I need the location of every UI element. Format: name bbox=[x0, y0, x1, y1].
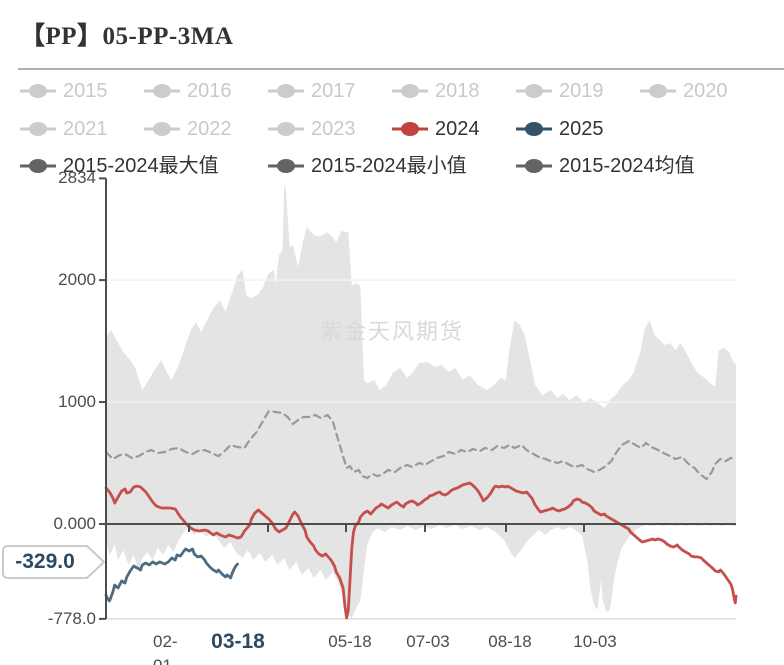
legend-item-label: 2015-2024最小值 bbox=[311, 155, 467, 177]
legend-line-dot-icon bbox=[516, 84, 552, 98]
legend-item-2018[interactable]: 2018 bbox=[392, 79, 516, 103]
legend-item-2022[interactable]: 2022 bbox=[144, 117, 268, 141]
x-axis-label-10-03: 10-03 bbox=[573, 632, 617, 651]
series-2025-line bbox=[104, 547, 239, 603]
legend-item-2017[interactable]: 2017 bbox=[268, 79, 392, 103]
legend-item-2015[interactable]: 2015 bbox=[20, 79, 144, 103]
legend-item-2023[interactable]: 2023 bbox=[268, 117, 392, 141]
legend-item-label: 2020 bbox=[683, 80, 728, 102]
y-axis-label: 0.000 bbox=[53, 514, 96, 533]
legend-item-2024[interactable]: 2024 bbox=[392, 117, 516, 141]
legend-item-2025[interactable]: 2025 bbox=[516, 117, 640, 141]
badge-pointer-shape bbox=[2, 545, 105, 579]
legend-item-label: 2019 bbox=[559, 80, 604, 102]
x-axis-label-03-18: 03-18 bbox=[211, 630, 265, 653]
series-end-value-badge: -329.0 bbox=[15, 550, 75, 573]
legend-item-label: 2023 bbox=[311, 118, 356, 140]
x-axis-label-02-01: 02-01 bbox=[153, 632, 178, 665]
legend-line-dot-icon bbox=[20, 159, 56, 173]
legend-item-label: 2018 bbox=[435, 80, 480, 102]
y-axis-label: 2000 bbox=[58, 270, 96, 290]
page-title: 【PP】05-PP-3MA bbox=[20, 23, 234, 50]
legend-row-1: 2015 2016 2017 2018 2019 2020 bbox=[20, 78, 764, 104]
title-separator bbox=[18, 68, 784, 70]
legend-item-2020[interactable]: 2020 bbox=[640, 79, 764, 103]
legend-item-2015-2024均值[interactable]: 2015-2024均值 bbox=[516, 154, 764, 178]
legend-row-2: 2021 2022 2023 2024 2025 bbox=[20, 116, 764, 142]
legend-line-dot-icon bbox=[516, 122, 552, 136]
y-axis-label: 2834 bbox=[58, 168, 96, 188]
legend-line-dot-icon bbox=[268, 122, 304, 136]
legend-line-dot-icon bbox=[20, 84, 56, 98]
legend-item-label: 2015-2024均值 bbox=[559, 155, 695, 177]
legend-item-label: 2021 bbox=[63, 118, 108, 140]
series-mean-line bbox=[104, 409, 738, 481]
legend-line-dot-icon bbox=[392, 84, 428, 98]
legend-line-dot-icon bbox=[268, 159, 304, 173]
legend-item-label: 2024 bbox=[435, 118, 480, 140]
x-axis-label-08-18: 08-18 bbox=[488, 632, 532, 651]
series-2024-line bbox=[104, 481, 738, 620]
legend-item-2015-2024最大值[interactable]: 2015-2024最大值 bbox=[20, 154, 268, 178]
legend-line-dot-icon bbox=[640, 84, 676, 98]
legend-item-label: 2017 bbox=[311, 80, 356, 102]
legend-line-dot-icon bbox=[20, 122, 56, 136]
legend-item-2019[interactable]: 2019 bbox=[516, 79, 640, 103]
legend-line-dot-icon bbox=[144, 84, 180, 98]
x-axis-label-05-18: 05-18 bbox=[328, 632, 372, 651]
legend-line-dot-icon bbox=[392, 122, 428, 136]
legend-item-label: 2016 bbox=[187, 80, 232, 102]
y-axis-label: -778.0 bbox=[47, 608, 96, 628]
legend-line-dot-icon bbox=[516, 159, 552, 173]
legend-row-3: 2015-2024最大值 2015-2024最小值 2015-2024均值 bbox=[20, 153, 764, 179]
legend-item-label: 2025 bbox=[559, 118, 604, 140]
legend-item-2021[interactable]: 2021 bbox=[20, 117, 144, 141]
x-axis-label-07-03: 07-03 bbox=[406, 632, 450, 651]
legend-line-dot-icon bbox=[144, 122, 180, 136]
legend-item-label: 2022 bbox=[187, 118, 232, 140]
y-axis-label: 1000 bbox=[58, 392, 96, 412]
legend-item-2015-2024最小值[interactable]: 2015-2024最小值 bbox=[268, 154, 516, 178]
legend-item-label: 2015 bbox=[63, 80, 108, 102]
legend-item-2016[interactable]: 2016 bbox=[144, 79, 268, 103]
legend-item-label: 2015-2024最大值 bbox=[63, 155, 219, 177]
legend-line-dot-icon bbox=[268, 84, 304, 98]
